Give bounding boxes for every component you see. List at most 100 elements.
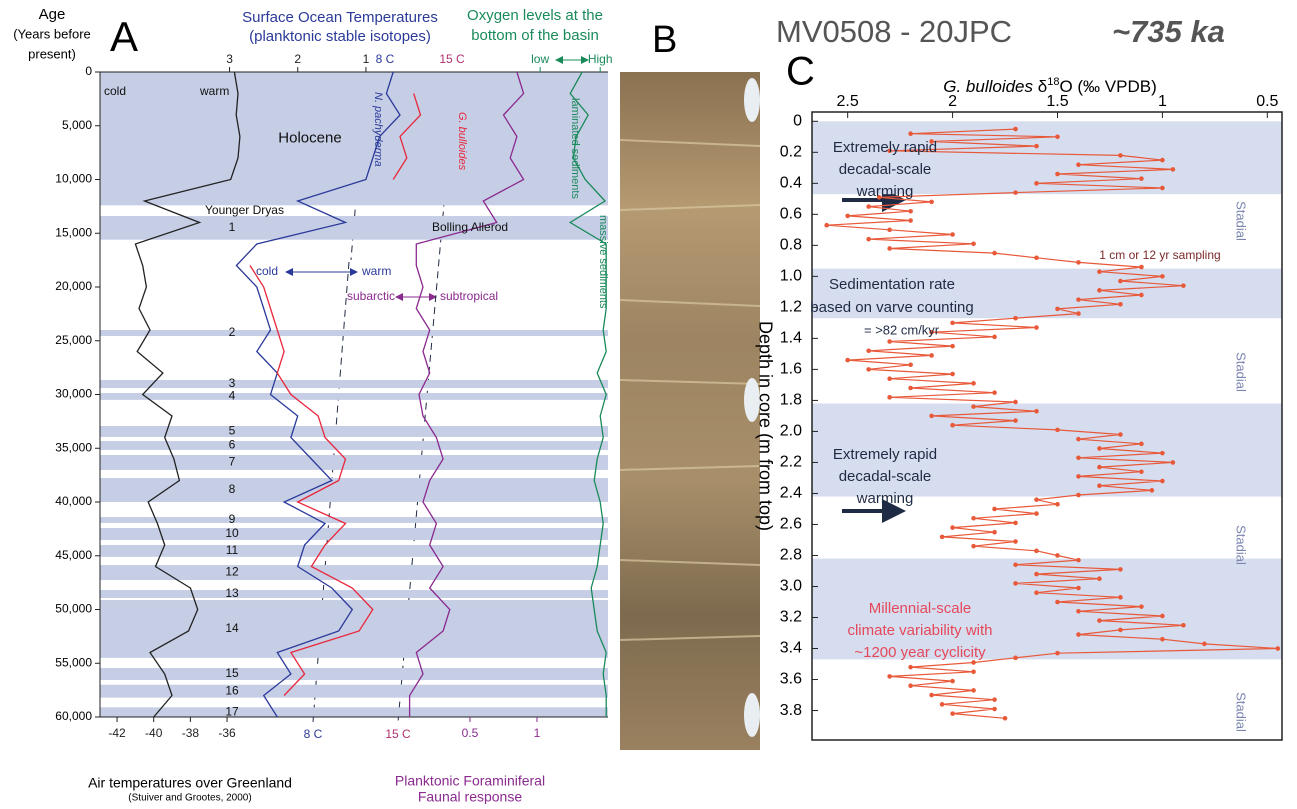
y-tick-label: 30,000 <box>55 387 92 401</box>
data-point <box>1013 520 1018 526</box>
data-point <box>1118 153 1123 158</box>
data-point <box>971 543 976 549</box>
x-tick-label: 3 <box>226 52 233 66</box>
axis-label: Planktonic Foraminiferal <box>395 773 545 789</box>
y-tick-label: 1.2 <box>780 299 802 316</box>
interstadial-band <box>100 379 608 389</box>
annotation: decadal-scale <box>839 161 932 178</box>
data-point <box>1076 557 1081 563</box>
data-point <box>950 371 955 377</box>
data-point <box>1118 595 1123 600</box>
band-label: 5 <box>229 424 236 438</box>
band-label: 14 <box>225 621 239 635</box>
y-tick-label: 0.8 <box>780 237 802 254</box>
band-label: 4 <box>229 389 236 403</box>
axis-label: Air temperatures over Greenland <box>88 775 292 791</box>
interstadial-band <box>100 425 608 437</box>
data-point <box>1034 408 1039 414</box>
data-point <box>1160 636 1165 642</box>
data-point <box>887 395 892 400</box>
y-tick-label: 0.4 <box>780 175 802 192</box>
stadial-label: Stadial <box>1234 201 1249 241</box>
interstadial-band <box>812 403 1282 497</box>
y-tick-label: 3.4 <box>780 640 802 657</box>
axis-title: bottom of the basin <box>471 27 599 44</box>
x-axis-label: G. bulloides δ18O (‰ VPDB) <box>943 76 1157 97</box>
data-point <box>1034 497 1039 502</box>
isotherm-label: 8 C <box>376 52 395 66</box>
data-point <box>992 390 997 395</box>
data-point <box>992 529 997 535</box>
data-point <box>1034 181 1039 186</box>
annotation: subarctic <box>347 289 395 303</box>
stadial-label: Stadial <box>1234 525 1249 565</box>
data-point <box>950 422 955 428</box>
interstadial-band <box>100 455 608 470</box>
x-tick-label: 2 <box>294 52 301 66</box>
data-point <box>1097 464 1102 470</box>
data-point <box>866 348 871 354</box>
core-photo <box>619 72 761 750</box>
x-tick-label: 0.5 <box>462 726 479 740</box>
isotherm-label: 8 C <box>304 727 323 741</box>
data-point <box>1055 134 1060 140</box>
data-point <box>1076 585 1081 591</box>
band-label: 3 <box>229 376 236 390</box>
annotation: warm <box>361 264 391 278</box>
band-label: 9 <box>229 512 236 526</box>
data-point <box>1076 608 1081 614</box>
data-point <box>1118 278 1123 284</box>
band-label: 10 <box>225 526 239 540</box>
data-point <box>887 674 892 679</box>
annotation: cold <box>256 264 278 278</box>
annotation: laminated sediments <box>569 98 581 199</box>
data-point <box>971 515 976 521</box>
band-label: 15 <box>225 666 239 680</box>
data-point <box>1139 292 1144 298</box>
x-tick-label: -40 <box>145 726 163 740</box>
annotation: Millennial-scale <box>869 600 972 617</box>
data-point <box>1013 315 1018 321</box>
data-point <box>1034 143 1039 149</box>
data-point <box>1097 446 1102 451</box>
data-point <box>929 329 934 335</box>
interstadial-band <box>100 330 608 337</box>
x-label-part: 18 <box>1047 76 1059 88</box>
x-tick-label: 2.5 <box>837 93 859 110</box>
data-point <box>1097 618 1102 623</box>
data-point <box>1034 548 1039 554</box>
data-point <box>929 692 934 698</box>
data-point <box>1139 176 1144 181</box>
annotation: Extremely rapid <box>833 446 937 463</box>
isotherm-label: 15 C <box>439 52 465 66</box>
data-point <box>908 362 913 368</box>
data-point <box>1013 562 1018 568</box>
interstadial-band <box>100 684 608 698</box>
y-tick-label: 1.6 <box>780 361 802 378</box>
data-point <box>866 204 871 209</box>
interstadial-band <box>100 667 608 681</box>
data-point <box>1160 157 1165 163</box>
axis-label: (Stuiver and Grootes, 2000) <box>128 793 251 804</box>
data-point <box>929 413 934 419</box>
data-point <box>1055 650 1060 656</box>
x-label-part: G. bulloides <box>943 77 1033 96</box>
annotation: warm <box>199 84 229 98</box>
data-point <box>1034 571 1039 577</box>
data-line <box>134 71 241 718</box>
x-tick-label: 0.5 <box>1256 93 1278 110</box>
panel-label: C <box>786 50 815 94</box>
data-line <box>249 93 422 696</box>
data-point <box>866 367 871 372</box>
data-point <box>1181 283 1186 288</box>
data-point <box>971 669 976 675</box>
y-tick-label: 3.8 <box>780 702 802 719</box>
annotation: 1 cm or 12 yr sampling <box>1099 248 1220 262</box>
y-tick-label: 3.2 <box>780 609 802 626</box>
y-tick-label: 0.2 <box>780 144 802 161</box>
axis-title: Surface Ocean Temperatures <box>242 9 438 26</box>
y-tick-label: 2.6 <box>780 516 802 533</box>
data-point <box>1013 126 1018 132</box>
data-point <box>866 236 871 242</box>
